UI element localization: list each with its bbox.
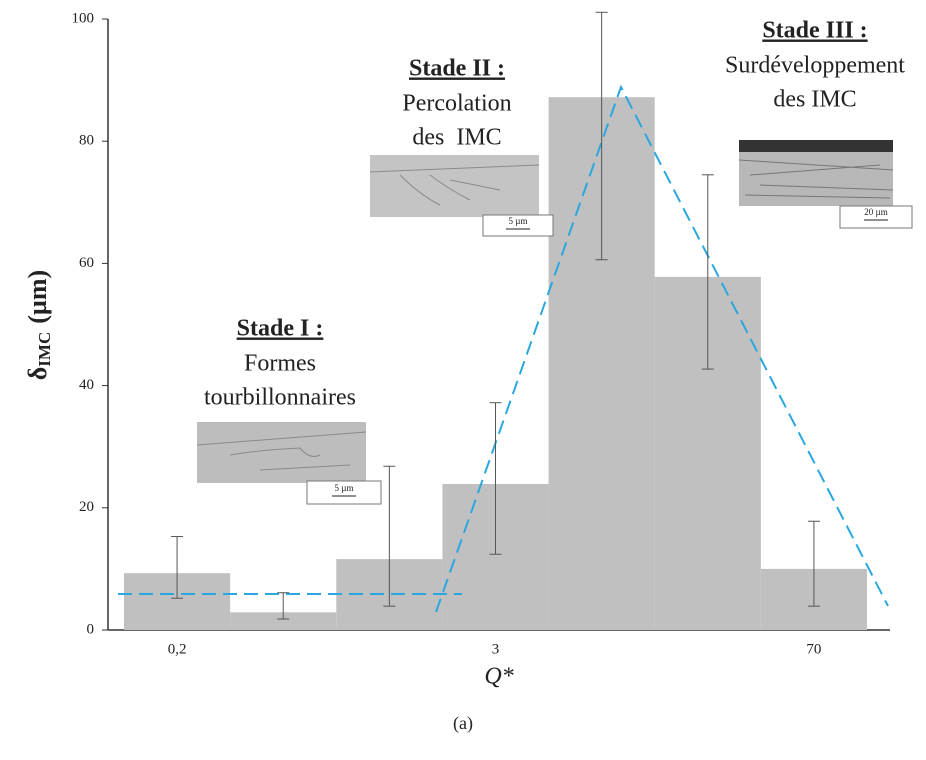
annotation-title: Stade III : — [762, 18, 867, 44]
error-bar — [595, 11, 608, 261]
y-tick-label: 20 — [79, 499, 94, 515]
annotation-title: Stade I : — [237, 316, 324, 342]
annotation-title: Stade II : — [409, 56, 505, 82]
error-bar — [701, 174, 714, 370]
micrograph-3 — [738, 140, 913, 229]
scale-label: 20 µm — [864, 207, 887, 217]
label-part: δ — [23, 367, 52, 381]
error-bar — [489, 402, 502, 555]
caption: (a) — [453, 713, 473, 734]
y-axis-label: δIMC (µm) — [23, 270, 54, 380]
x-tick-label: 70 — [806, 641, 821, 657]
x-axis-label: Q* — [484, 664, 513, 690]
scale-label: 5 µm — [509, 216, 528, 226]
annotation-text: des IMC — [773, 87, 856, 113]
scale-label: 5 µm — [335, 483, 354, 493]
y-tick-label: 0 — [87, 621, 95, 637]
label-part: IMC — [35, 332, 54, 367]
annotation-text: des IMC — [412, 125, 501, 151]
y-tick-label: 40 — [79, 377, 94, 393]
trend-lines — [118, 84, 889, 613]
label-part: (µm) — [23, 270, 52, 324]
error-bar — [383, 465, 396, 607]
annotation-text: Surdéveloppement — [725, 53, 905, 79]
x-tick-label: 3 — [492, 641, 500, 657]
y-tick-label: 80 — [79, 133, 94, 149]
error-bar — [277, 592, 290, 620]
annotation-text: Formes — [244, 351, 316, 377]
bar — [230, 612, 337, 630]
y-tick-label: 60 — [79, 255, 94, 271]
micrograph-1 — [196, 422, 382, 505]
error-bar — [807, 520, 820, 607]
annotation-text: tourbillonnaires — [204, 385, 356, 411]
y-tick-label: 100 — [72, 10, 95, 26]
x-tick-label: 0,2 — [168, 641, 187, 657]
annotation-text: Percolation — [402, 91, 511, 117]
error-bar — [171, 536, 184, 599]
micrograph-2 — [369, 155, 554, 237]
